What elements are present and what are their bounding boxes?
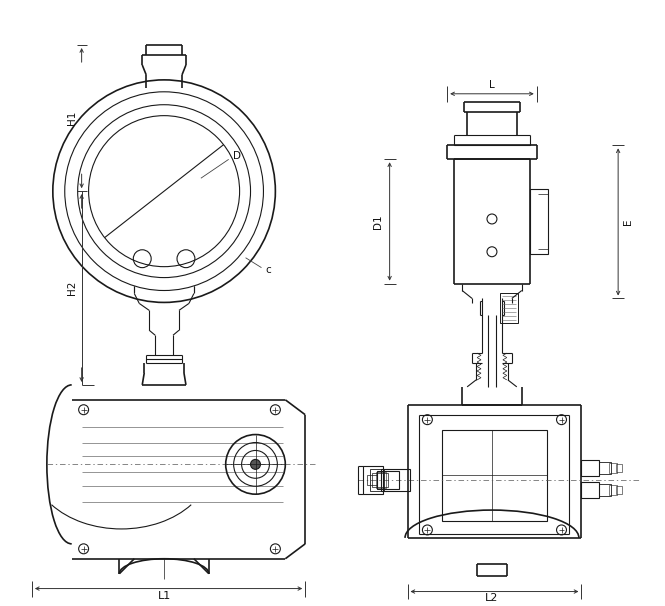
Bar bbox=[616, 464, 622, 472]
Bar bbox=[372, 473, 388, 487]
Bar bbox=[599, 462, 611, 474]
Text: H2: H2 bbox=[66, 281, 76, 295]
Bar bbox=[599, 484, 611, 496]
Bar bbox=[376, 472, 386, 488]
Bar bbox=[380, 469, 410, 491]
Text: L: L bbox=[489, 80, 495, 90]
Text: D1: D1 bbox=[372, 214, 382, 229]
Circle shape bbox=[251, 459, 261, 469]
Bar bbox=[581, 461, 599, 476]
Bar bbox=[370, 469, 384, 491]
Bar bbox=[616, 486, 622, 494]
Bar bbox=[581, 482, 599, 498]
Bar bbox=[363, 467, 382, 494]
Text: c: c bbox=[265, 265, 271, 275]
Bar bbox=[442, 430, 547, 521]
Text: H1: H1 bbox=[66, 111, 76, 125]
Text: L1: L1 bbox=[158, 590, 171, 601]
Bar bbox=[376, 471, 398, 489]
Bar bbox=[367, 475, 376, 485]
Text: E: E bbox=[623, 218, 633, 225]
Text: L2: L2 bbox=[485, 593, 499, 604]
Bar bbox=[500, 293, 518, 323]
Text: D: D bbox=[233, 152, 241, 161]
Bar bbox=[530, 189, 547, 254]
Bar bbox=[609, 485, 617, 495]
Bar bbox=[609, 464, 617, 473]
